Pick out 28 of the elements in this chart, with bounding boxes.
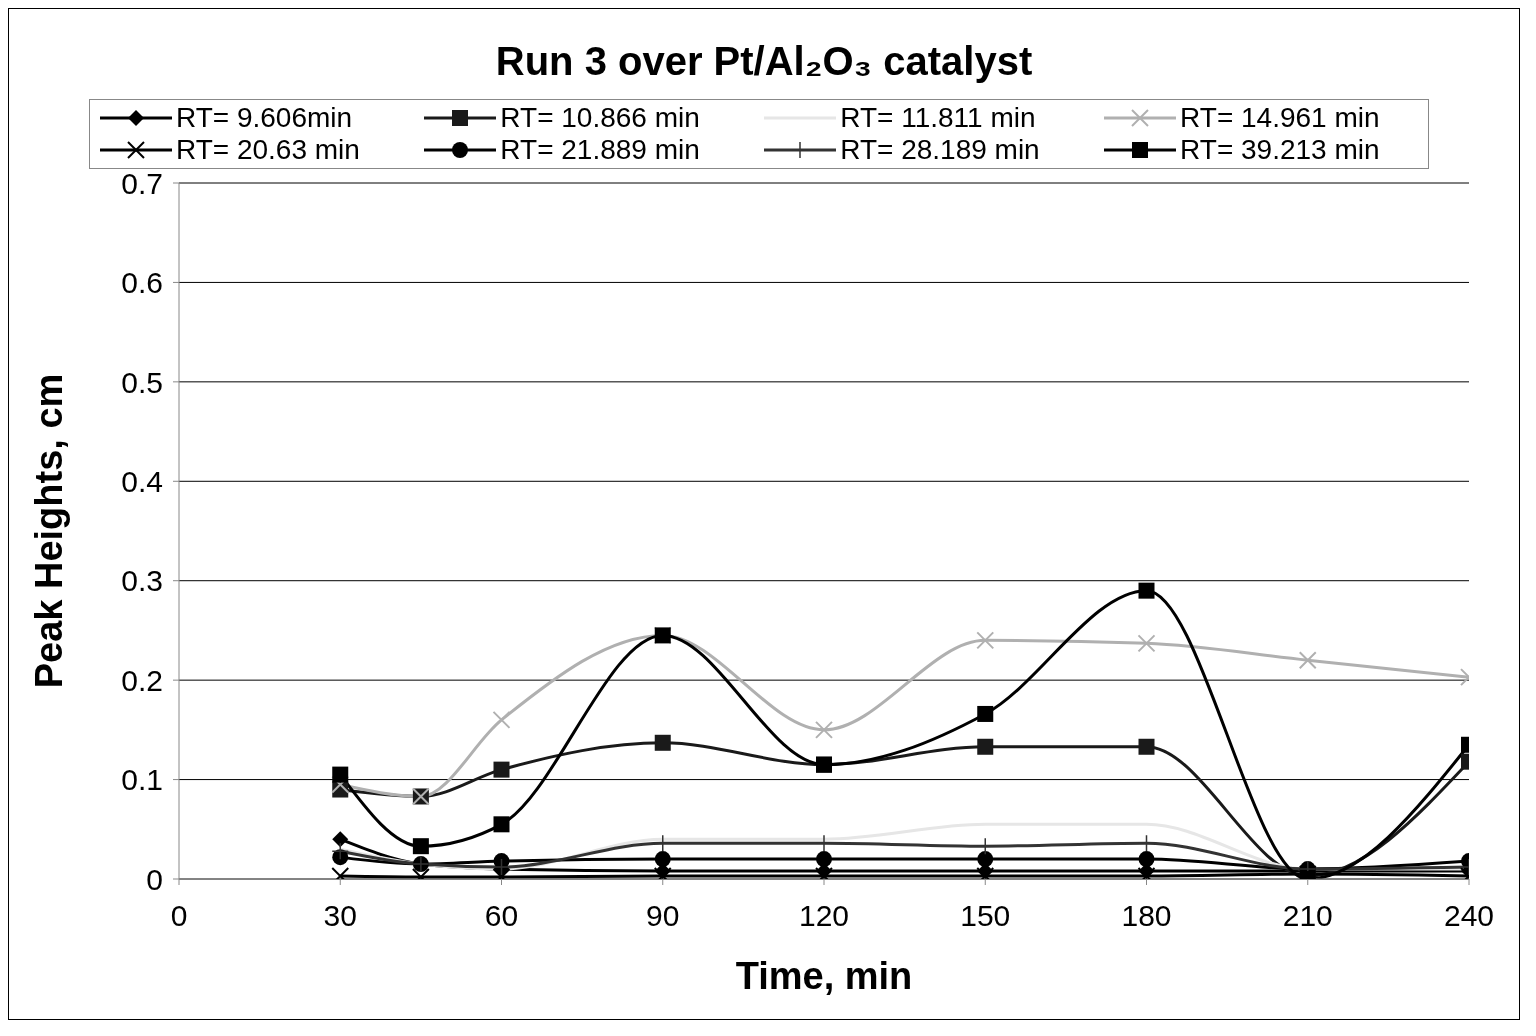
legend-label: RT= 28.189 min xyxy=(840,134,1040,166)
x-tick-label: 150 xyxy=(960,899,1011,933)
y-tick-label: 0.7 xyxy=(121,166,163,200)
x-axis-title: Time, min xyxy=(735,955,913,997)
y-tick-label: 0 xyxy=(146,862,163,896)
x-tick-label: 120 xyxy=(798,899,850,933)
legend-label: RT= 39.213 min xyxy=(1180,134,1380,166)
x-tick-label: 30 xyxy=(323,899,357,933)
y-tick-label: 0.2 xyxy=(121,663,163,697)
x-tick-label: 210 xyxy=(1282,899,1333,933)
legend-label: RT= 11.811 min xyxy=(840,102,1036,134)
x-tick-label: 90 xyxy=(646,899,680,933)
y-tick-label: 0.1 xyxy=(121,763,163,797)
chart-title: Run 3 over Pt/Al₂O₃ catalyst xyxy=(494,38,1034,85)
y-axis-title: Peak Heights, cm xyxy=(28,373,71,689)
legend-label: RT= 10.866 min xyxy=(500,102,700,134)
x-tick-label: 240 xyxy=(1443,899,1495,933)
x-tick-label: 60 xyxy=(484,899,519,933)
y-tick-label: 0.5 xyxy=(121,365,163,399)
legend-label: RT= 14.961 min xyxy=(1180,102,1380,134)
legend-label: RT= 9.606min xyxy=(176,102,353,134)
legend-label: RT= 21.889 min xyxy=(500,134,700,166)
y-tick-label: 0.3 xyxy=(121,564,163,598)
legend-label: RT= 20.63 min xyxy=(176,134,360,166)
x-tick-label: 0 xyxy=(170,899,188,933)
y-tick-label: 0.6 xyxy=(121,266,163,300)
y-tick-label: 0.4 xyxy=(121,464,163,498)
x-tick-label: 180 xyxy=(1121,899,1172,933)
